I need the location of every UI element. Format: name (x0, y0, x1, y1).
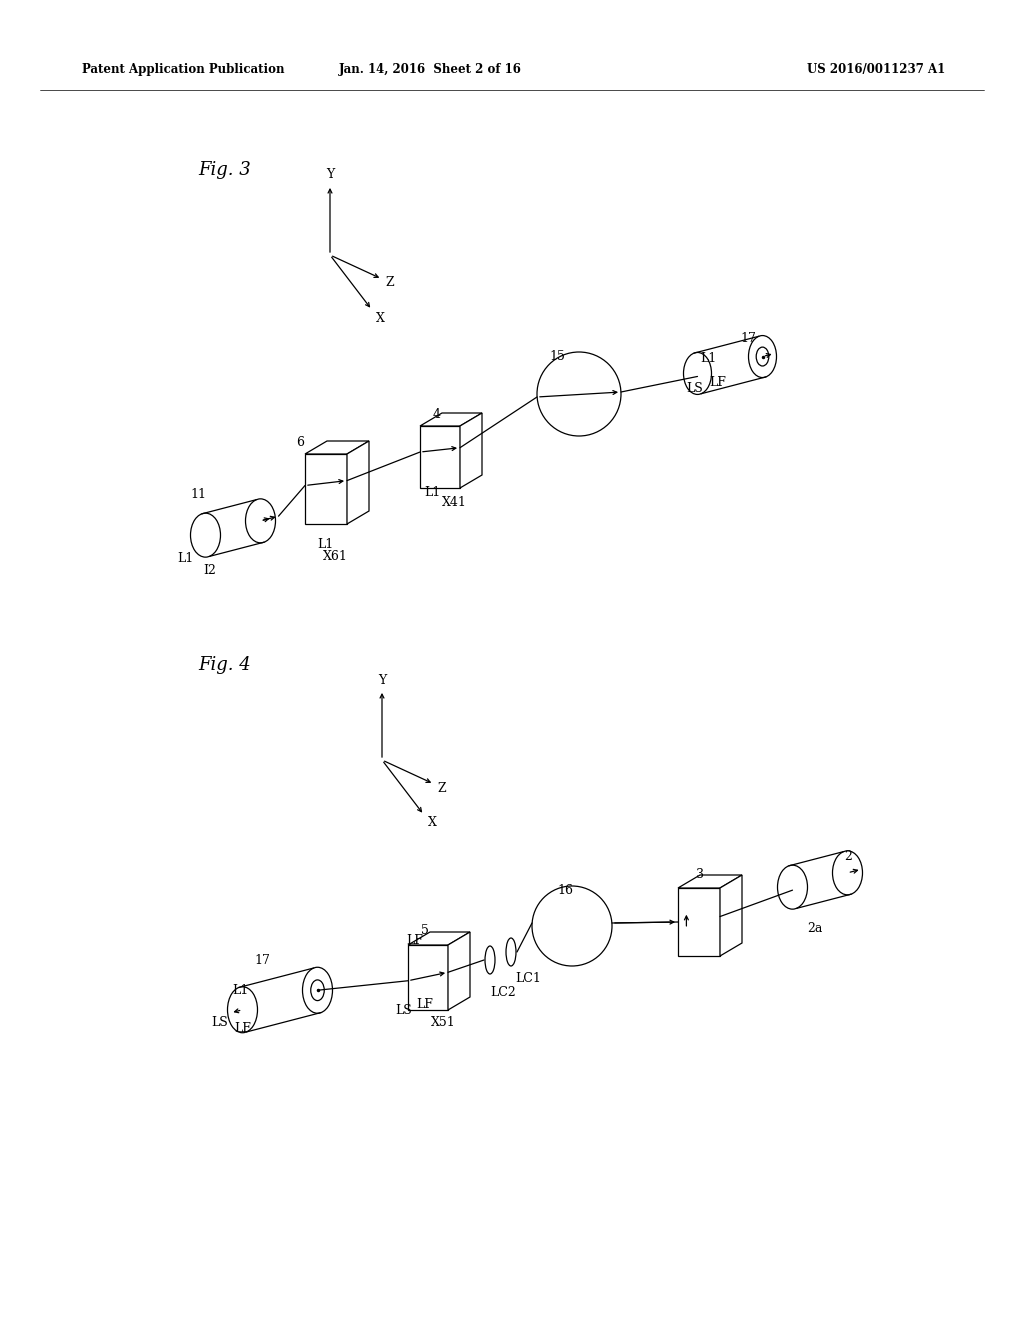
Text: LF: LF (234, 1022, 252, 1035)
Text: L1: L1 (231, 983, 248, 997)
Text: Patent Application Publication: Patent Application Publication (82, 63, 285, 77)
Polygon shape (408, 945, 449, 1010)
Text: Jan. 14, 2016  Sheet 2 of 16: Jan. 14, 2016 Sheet 2 of 16 (339, 63, 521, 77)
Ellipse shape (833, 851, 862, 895)
Ellipse shape (310, 979, 325, 1001)
Text: X51: X51 (431, 1015, 456, 1028)
Ellipse shape (246, 499, 275, 543)
Text: L1: L1 (177, 552, 194, 565)
Text: LS: LS (687, 381, 703, 395)
Text: LS: LS (212, 1015, 228, 1028)
Text: 3: 3 (696, 869, 705, 882)
Text: L1: L1 (424, 486, 440, 499)
Text: 4: 4 (433, 408, 441, 421)
Polygon shape (720, 875, 742, 956)
Polygon shape (420, 413, 482, 426)
Ellipse shape (777, 865, 808, 909)
Text: 17: 17 (740, 331, 756, 345)
Polygon shape (408, 932, 470, 945)
Text: I2: I2 (204, 564, 216, 577)
Polygon shape (305, 441, 369, 454)
Text: LC2: LC2 (490, 986, 516, 998)
Text: X41: X41 (441, 495, 467, 508)
Text: X: X (376, 312, 384, 325)
Text: Fig. 3: Fig. 3 (198, 161, 251, 180)
Text: 16: 16 (557, 883, 573, 896)
Text: X61: X61 (323, 550, 347, 564)
Polygon shape (678, 875, 742, 888)
Text: Y: Y (326, 169, 334, 181)
Text: 17: 17 (254, 953, 270, 966)
Text: LF: LF (407, 933, 424, 946)
Text: LF: LF (710, 376, 726, 389)
Ellipse shape (227, 987, 257, 1032)
Text: 2a: 2a (807, 921, 822, 935)
Text: LS: LS (395, 1003, 413, 1016)
Ellipse shape (302, 968, 333, 1014)
Ellipse shape (683, 352, 712, 395)
Text: 6: 6 (296, 437, 304, 450)
Polygon shape (449, 932, 470, 1010)
Ellipse shape (190, 513, 220, 557)
Text: X: X (428, 817, 436, 829)
Text: L1: L1 (316, 539, 333, 552)
Text: 5: 5 (421, 924, 429, 936)
Text: Y: Y (378, 673, 386, 686)
Polygon shape (420, 426, 460, 488)
Text: 15: 15 (549, 350, 565, 363)
Polygon shape (678, 888, 720, 956)
Text: 2: 2 (844, 850, 852, 862)
Text: US 2016/0011237 A1: US 2016/0011237 A1 (807, 63, 945, 77)
Text: Z: Z (386, 276, 394, 289)
Text: Z: Z (437, 781, 446, 795)
Polygon shape (347, 441, 369, 524)
Text: L1: L1 (699, 351, 716, 364)
Text: Fig. 4: Fig. 4 (198, 656, 251, 675)
Text: 11: 11 (190, 488, 206, 502)
Text: LC1: LC1 (515, 972, 541, 985)
Text: LF: LF (417, 998, 433, 1011)
Ellipse shape (756, 347, 769, 366)
Polygon shape (305, 454, 347, 524)
Polygon shape (460, 413, 482, 488)
Ellipse shape (749, 335, 776, 378)
